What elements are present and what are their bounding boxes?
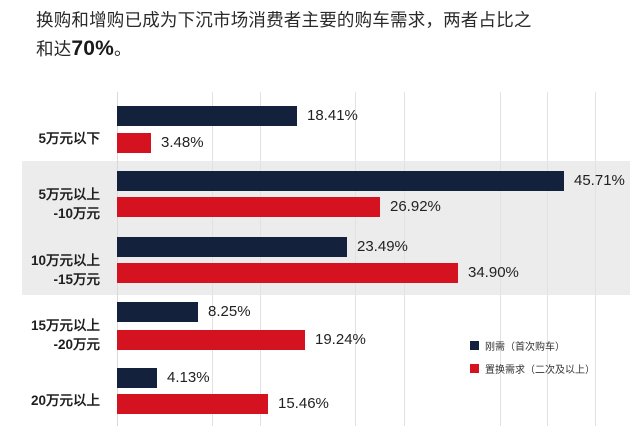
legend-swatch-navy — [470, 340, 479, 350]
bar-first-purchase — [117, 237, 347, 257]
value-label: 34.90% — [468, 264, 519, 281]
title-line-2: 和达70%。 — [36, 37, 132, 60]
category-label: 5万元以上 -10万元 — [38, 187, 100, 221]
bar-replacement — [117, 330, 305, 350]
bar-replacement — [117, 263, 458, 283]
legend-item-first-purchase: 刚需（首次购车） — [470, 338, 595, 353]
category-label: 5万元以下 — [38, 131, 100, 146]
gridline — [500, 92, 501, 426]
gridline — [404, 92, 405, 426]
value-label: 18.41% — [307, 107, 358, 124]
category-label: 10万元以上 -15万元 — [30, 253, 100, 287]
bar-first-purchase — [117, 302, 198, 322]
category-label: 15万元以上 -20万元 — [30, 318, 100, 352]
value-label: 26.92% — [390, 198, 441, 215]
legend-item-replacement: 置换需求（二次及以上） — [470, 361, 595, 376]
value-label: 15.46% — [278, 395, 329, 412]
value-label: 45.71% — [574, 172, 625, 189]
bar-replacement — [117, 394, 268, 414]
category-label: 20万元以上 — [30, 393, 100, 408]
chart-title: 换购和增购已成为下沉市场消费者主要的购车需求，两者占比之 和达70%。 — [36, 8, 636, 64]
legend-swatch-red — [470, 363, 479, 373]
value-label: 4.13% — [167, 369, 210, 386]
gridline — [260, 92, 261, 426]
gridline — [595, 92, 596, 426]
y-axis-line — [117, 92, 118, 426]
bar-first-purchase — [117, 368, 157, 388]
gridline — [355, 92, 356, 426]
gridline — [547, 92, 548, 426]
title-emphasis: 70% — [71, 37, 115, 60]
bar-replacement — [117, 133, 151, 153]
value-label: 8.25% — [208, 303, 251, 320]
gridline — [212, 92, 213, 426]
bar-first-purchase — [117, 106, 297, 126]
title-line-1: 换购和增购已成为下沉市场消费者主要的购车需求，两者占比之 — [36, 11, 532, 31]
value-label: 19.24% — [315, 331, 366, 348]
value-label: 23.49% — [357, 238, 408, 255]
legend: 刚需（首次购车） 置换需求（二次及以上） — [470, 338, 595, 384]
bar-replacement — [117, 197, 380, 217]
bar-first-purchase — [117, 171, 564, 191]
value-label: 3.48% — [161, 134, 204, 151]
